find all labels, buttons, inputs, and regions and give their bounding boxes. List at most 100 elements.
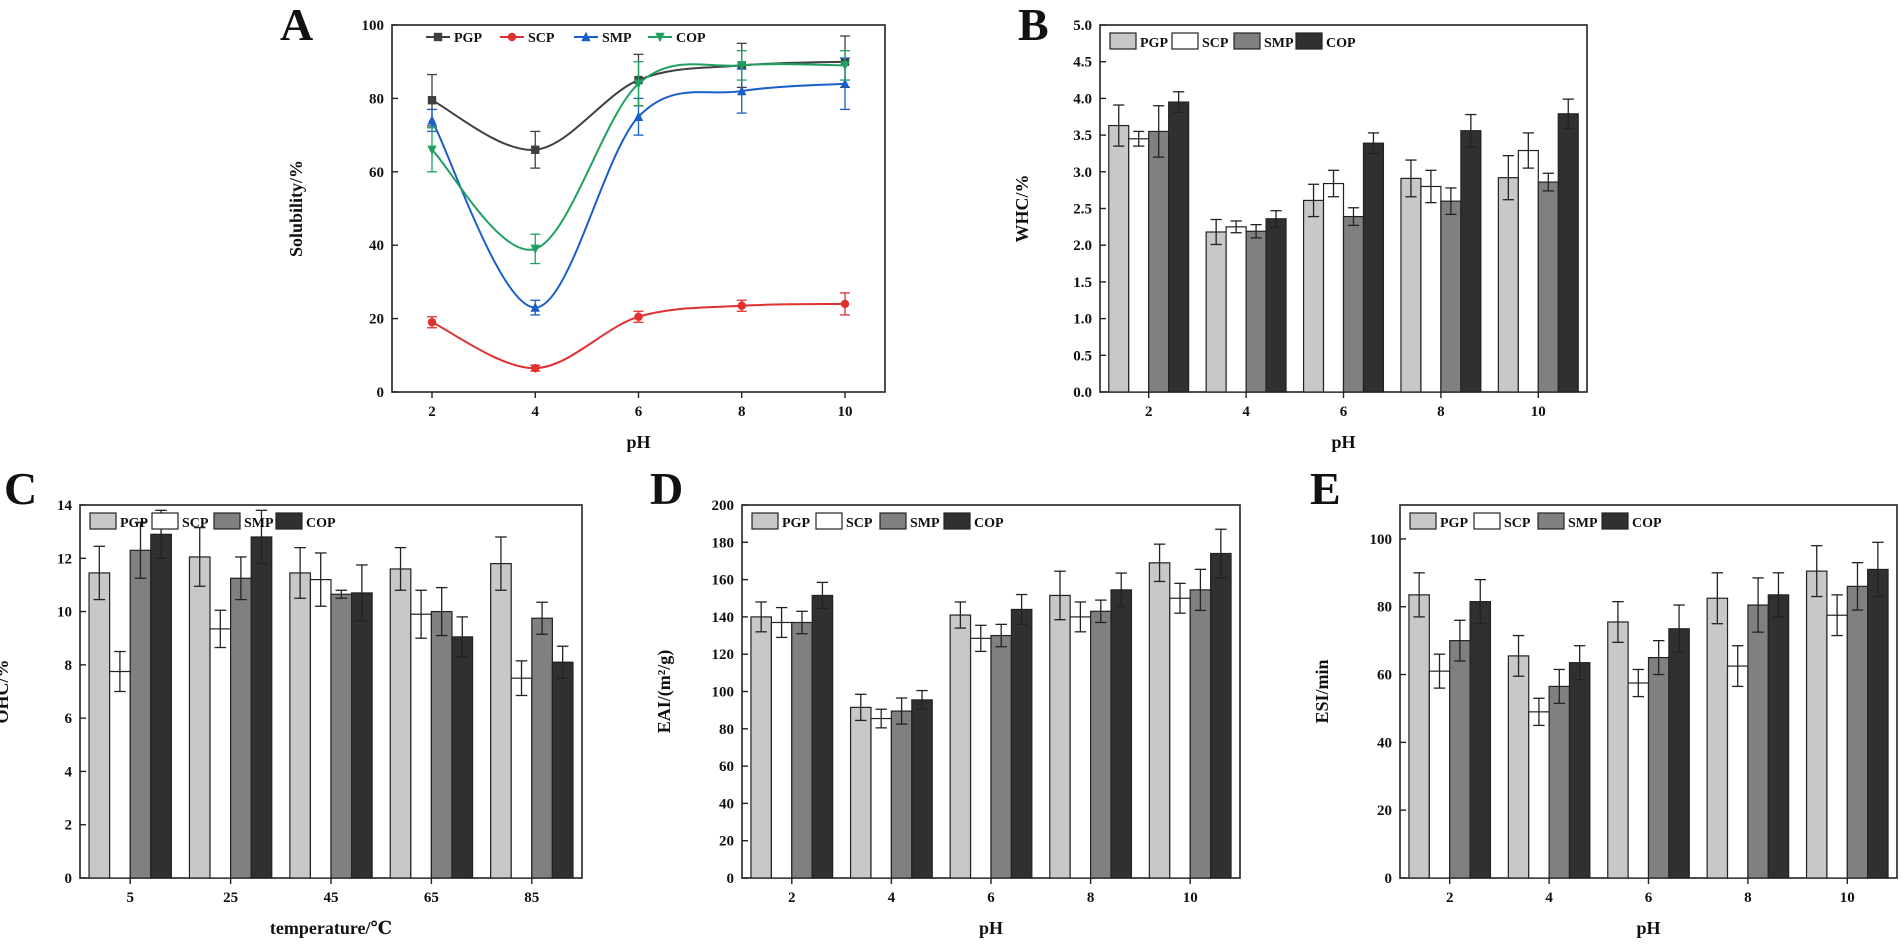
x-tick-label: 4 [1242, 404, 1250, 420]
data-point-scp [427, 318, 437, 327]
legend-label-pgp: PGP [1140, 36, 1168, 51]
x-tick-label: 45 [324, 890, 339, 906]
legend-label-pgp: PGP [120, 516, 148, 531]
data-point-pgp [531, 145, 540, 154]
y-tick-label: 0 [727, 871, 735, 887]
y-tick-label: 1.5 [1073, 275, 1092, 291]
y-tick-label: 0.0 [1073, 385, 1092, 401]
bar-scp [1726, 665, 1749, 879]
y-tick-label: 60 [1377, 668, 1392, 684]
y-tick-label: 14 [57, 498, 73, 514]
legend-swatch-cop [1295, 32, 1323, 50]
legend-swatch-smp [1537, 512, 1565, 530]
data-point-smp [840, 78, 850, 88]
legend-swatch-smp [213, 512, 241, 530]
x-tick-label: 2 [1145, 404, 1153, 420]
y-tick-label: 40 [719, 796, 734, 812]
data-point-scp [840, 299, 850, 309]
x-axis-label: pH [626, 432, 650, 452]
x-tick-label: 8 [1087, 890, 1095, 906]
data-point-scp [531, 363, 540, 373]
legend-marker-pgp [433, 32, 443, 42]
y-tick-label: 40 [1377, 735, 1392, 751]
x-tick-label: 6 [1645, 890, 1653, 906]
legend-label-scp: SCP [182, 516, 209, 531]
bar-scp [1627, 682, 1650, 879]
bar-cop [1668, 628, 1690, 879]
panel-letter-b: B [1018, 0, 1049, 50]
legend-swatch-scp [1473, 512, 1501, 530]
x-tick-label: 10 [1183, 890, 1198, 906]
panel-b: B 0.0 0.5 1.0 1.5 2.0 2.5 3.0 3.5 4.0 4.5 5.0 WHC/%… [0, 0, 1902, 470]
legend-swatch-scp [151, 512, 179, 530]
y-tick-label: 60 [369, 165, 384, 181]
legend-swatch-scp [1171, 32, 1199, 50]
y-axis-label: Solubility/% [286, 160, 306, 257]
y-tick-label: 80 [1377, 600, 1392, 616]
bar-smp [1747, 604, 1769, 879]
legend-label-pgp: PGP [454, 31, 482, 46]
series-line-cop [431, 63, 846, 251]
data-point-scp [737, 301, 746, 310]
y-axis-label: WHC/% [1012, 174, 1032, 242]
y-axis-label: EAI/(m²/g) [654, 650, 675, 733]
data-point-smp [737, 85, 747, 96]
legend-label-scp: SCP [528, 31, 555, 46]
x-tick-label: 8 [738, 404, 746, 420]
y-tick-label: 1.0 [1073, 312, 1092, 328]
x-axis-label: pH [1636, 918, 1660, 938]
y-tick-label: 100 [1370, 532, 1393, 548]
legend-swatch-cop [275, 512, 303, 530]
y-tick-label: 3.0 [1073, 165, 1092, 181]
bar-smp [1449, 640, 1471, 879]
legend-swatch-pgp [89, 512, 117, 530]
x-tick-label: 2 [428, 404, 436, 420]
legend-swatch-smp [1233, 32, 1261, 50]
legend-swatch-cop [943, 512, 971, 530]
y-tick-label: 100 [362, 18, 385, 34]
x-tick-label: 6 [1340, 404, 1348, 420]
y-tick-label: 2.0 [1073, 238, 1092, 254]
y-tick-label: 20 [1377, 803, 1392, 819]
bar-scp [1826, 614, 1848, 879]
legend-label-smp: SMP [244, 516, 274, 531]
x-tick-label: 85 [524, 890, 539, 906]
solubility-line-chart: 0 20 40 60 80 100 Solubility/% pH 2 4 6 8 10 PGP SCP SM… [286, 18, 886, 452]
legend-label-pgp: PGP [1440, 516, 1468, 531]
y-tick-label: 10 [57, 605, 72, 621]
y-tick-label: 40 [369, 238, 384, 254]
y-tick-label: 160 [712, 573, 735, 589]
whc-bar-chart: 0.0 0.5 1.0 1.5 2.0 2.5 3.0 3.5 4.0 4.5 5.0 WHC/% pH… [1012, 18, 1588, 452]
x-axis-label: temperature/℃ [270, 918, 392, 938]
bar-cop [1867, 568, 1889, 879]
x-tick-label: 10 [1531, 404, 1546, 420]
legend-swatch-smp [879, 512, 907, 530]
legend-label-cop: COP [974, 516, 1004, 531]
y-tick-label: 100 [712, 685, 735, 701]
legend-swatch-cop [1601, 512, 1629, 530]
legend-label-scp: SCP [1202, 36, 1229, 51]
panel-letter-c: C [4, 463, 38, 514]
x-axis-label: pH [979, 918, 1003, 938]
x-tick-label: 65 [424, 890, 439, 906]
legend-swatch-pgp [1109, 32, 1137, 50]
data-point-cop [530, 244, 540, 255]
data-point-smp [530, 302, 540, 312]
legend-label-smp: SMP [910, 516, 940, 531]
data-point-cop [427, 145, 437, 155]
legend-swatch-pgp [1409, 512, 1437, 530]
x-tick-label: 5 [126, 890, 134, 906]
legend-marker-scp [507, 32, 517, 42]
y-tick-label: 0 [1385, 871, 1393, 887]
x-tick-label: 2 [788, 890, 796, 906]
y-tick-label: 180 [712, 535, 735, 551]
series-line-smp [431, 82, 846, 309]
legend-label-pgp: PGP [782, 516, 810, 531]
x-tick-label: 25 [223, 890, 238, 906]
legend-marker-smp [581, 31, 591, 42]
y-tick-label: 60 [719, 759, 734, 775]
data-point-cop [737, 61, 747, 71]
y-tick-label: 20 [719, 834, 734, 850]
